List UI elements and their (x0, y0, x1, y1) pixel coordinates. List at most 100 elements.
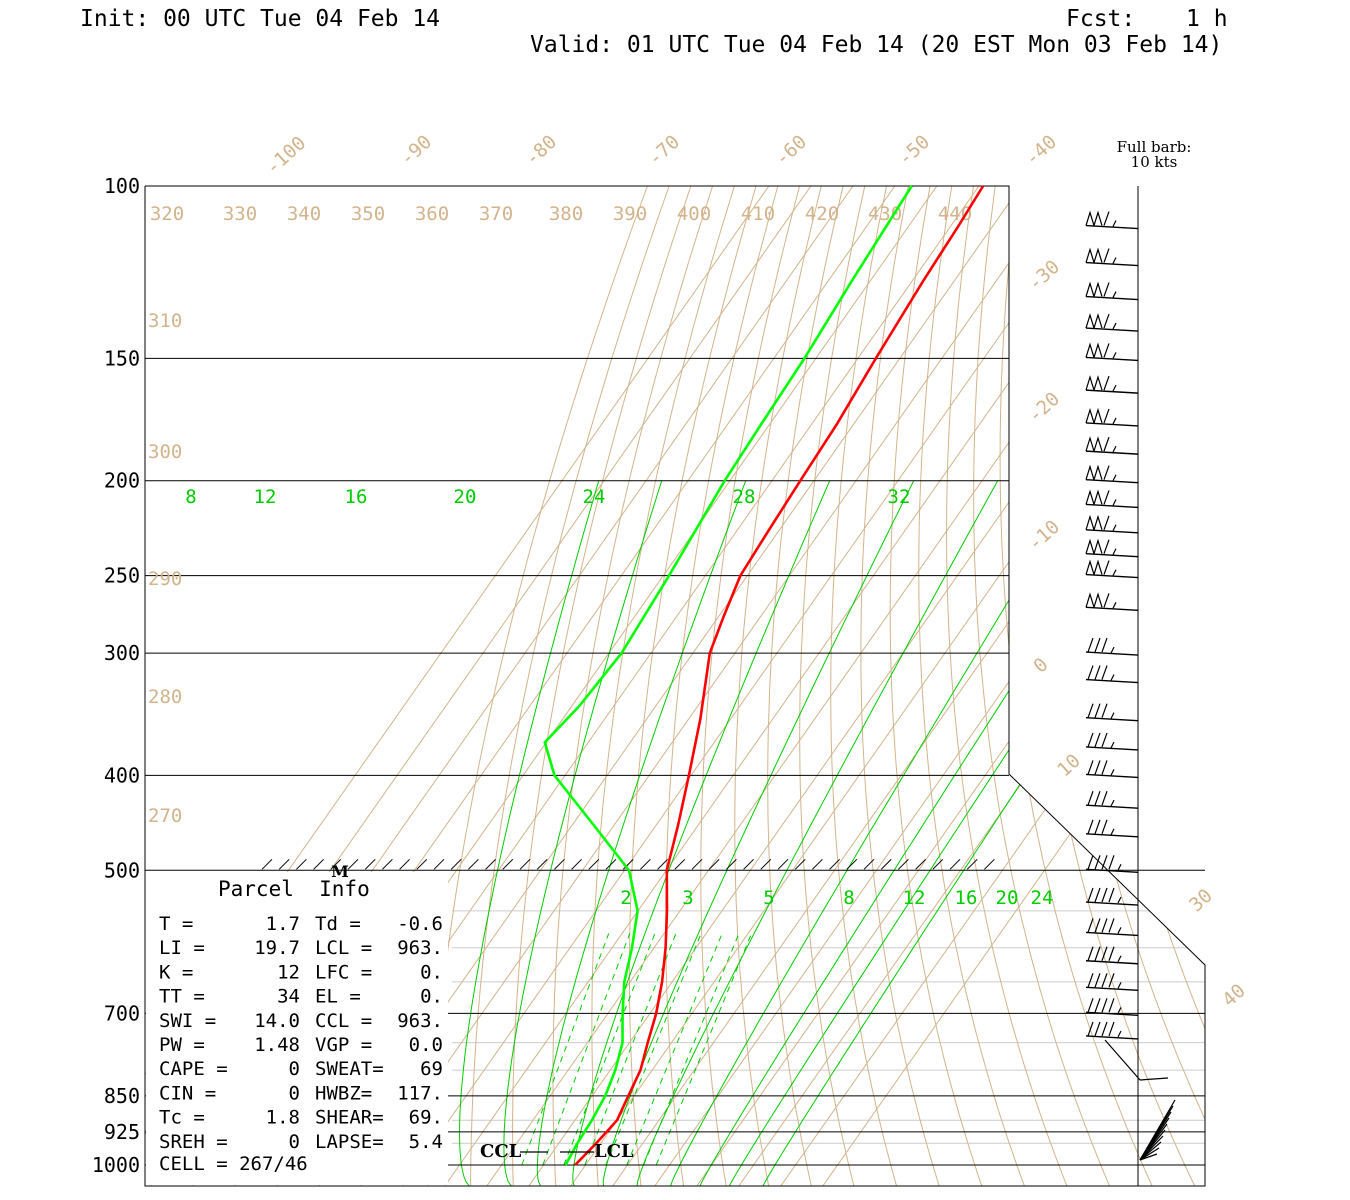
wind-barb-tick (1108, 855, 1115, 870)
hatch-mark (364, 858, 376, 870)
parcel-param-value: 0. (420, 961, 443, 983)
hatch-mark (812, 858, 823, 870)
wind-barb-half (1110, 741, 1115, 749)
wind-barb-flag (1085, 464, 1095, 480)
hatch-mark (880, 858, 892, 870)
isotherm-label: 30 (1185, 885, 1217, 917)
mixing-ratio-line (643, 933, 740, 1166)
pressure-label-200: 200 (104, 469, 140, 493)
mixing-ratio-line (521, 933, 610, 1166)
hatch-mark (278, 858, 290, 870)
wind-barb-tick (1087, 732, 1094, 748)
parcel-param-value: 117. (397, 1082, 443, 1104)
pressure-label-100: 100 (104, 174, 140, 198)
wind-barb (1085, 804, 1139, 809)
forecast-value: 1 h (1186, 6, 1228, 32)
hatch-mark (416, 858, 428, 870)
parcel-param-value: 14.0 (254, 1010, 300, 1032)
wind-barb (1085, 389, 1139, 394)
wind-barb-tick (1103, 375, 1110, 391)
wind-barb-tick (1094, 703, 1101, 718)
thetae-label: 8 (185, 486, 196, 508)
wind-barb (1085, 327, 1139, 332)
dry-adiabat (700, 186, 801, 1186)
isotherm-line (357, 186, 1064, 1186)
wind-barb (1085, 986, 1139, 992)
wind-barb-tick (1101, 887, 1108, 903)
wind-barb (1085, 678, 1139, 684)
pressure-label-700: 700 (104, 1001, 140, 1025)
thetae-label: 12 (254, 486, 277, 508)
isotherm-line (399, 186, 1106, 1186)
thetae-label: 24 (583, 486, 606, 508)
wind-barb (1085, 295, 1139, 301)
parcel-param-label: SWEAT= (315, 1058, 384, 1080)
wind-barb (1085, 573, 1139, 579)
moist-adiabat (572, 480, 831, 1186)
wind-barb-low (1104, 1039, 1141, 1081)
wind-barb (1085, 716, 1139, 722)
parcel-param-label: CIN = (159, 1082, 216, 1104)
isotherm-line (441, 186, 1148, 1186)
wind-barb-tick (1087, 887, 1094, 903)
mixing-ratio-line (584, 933, 677, 1166)
dewpoint-line (543, 185, 913, 1166)
wind-barb-tick (1108, 1021, 1115, 1037)
hatch-mark (313, 858, 324, 870)
theta-label-left: 290 (148, 568, 182, 590)
wind-barb-flag (1093, 514, 1103, 530)
mixing-ratio-line (542, 933, 631, 1166)
moist-adiabat (670, 480, 1083, 1186)
isotherm-line (609, 186, 1205, 1186)
parcel-param-label: T = (159, 913, 193, 935)
parcel-param-value: 19.7 (254, 937, 300, 959)
wind-barb (1085, 901, 1139, 906)
hatch-mark (966, 858, 978, 870)
mixing-ratio-label: 3 (682, 887, 693, 909)
wind-barbs (1085, 210, 1176, 1161)
theta-label-left: 310 (148, 310, 182, 332)
wind-barb-tick (1094, 946, 1101, 961)
wind-legend-line2: 10 kts (1131, 153, 1178, 171)
dry-adiabat (427, 186, 648, 1186)
wind-barb-flag (1085, 247, 1095, 263)
thetae-label: 20 (454, 486, 477, 508)
wind-barb-flag (1085, 592, 1095, 608)
theta-label-top: 370 (479, 203, 513, 225)
dry-adiabat (628, 186, 757, 1186)
wind-barb-tick (1087, 918, 1094, 933)
parcel-param-label: EL = (315, 986, 361, 1008)
wind-barb-flag (1093, 210, 1103, 226)
hatch-mark (674, 858, 686, 870)
wind-barb-flag (1093, 281, 1103, 297)
pressure-label-150: 150 (104, 346, 140, 370)
mixing-ratio-label: 16 (955, 887, 978, 909)
wind-barb-low (1139, 1153, 1158, 1161)
mixing-ratio-line (655, 933, 753, 1166)
temperature-line (574, 185, 985, 1166)
wind-barb-tick (1101, 1021, 1108, 1037)
wind-barb-flag (1085, 313, 1095, 329)
moist-adiabat (503, 480, 663, 1186)
hatch-mark (932, 858, 944, 870)
wind-barb (1085, 356, 1139, 362)
wind-barb-flag (1093, 592, 1103, 608)
dry-adiabat (946, 186, 1068, 1186)
parcel-param-value: 1.7 (266, 913, 300, 935)
isotherm-label: -30 (1024, 256, 1064, 295)
mixing-ratio-line (605, 933, 702, 1166)
mixing-ratio-label: 2 (620, 887, 631, 909)
wind-barb-half (1117, 1030, 1122, 1038)
dry-adiabat (512, 186, 692, 1186)
m-label: M (331, 862, 349, 881)
dry-adiabat (734, 186, 822, 1186)
hatch-mark (382, 858, 393, 870)
wind-barb-half (1110, 828, 1115, 836)
hatch-mark (640, 858, 651, 870)
theta-label-top: 350 (351, 203, 385, 225)
wind-barb-tick (1101, 790, 1108, 806)
hatch-mark (829, 858, 840, 870)
dry-adiabat (1075, 186, 1205, 1186)
hatch-mark (296, 858, 307, 870)
